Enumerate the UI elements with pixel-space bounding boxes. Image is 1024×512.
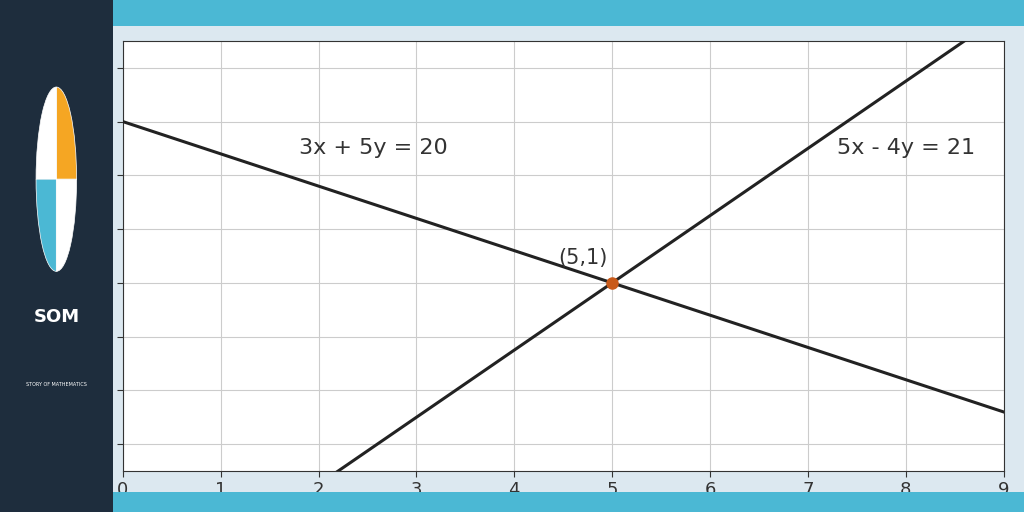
Text: 3x + 5y = 20: 3x + 5y = 20 [299, 138, 447, 158]
Wedge shape [36, 179, 56, 271]
Wedge shape [56, 179, 77, 271]
Text: SOM: SOM [33, 308, 80, 327]
Wedge shape [36, 87, 56, 179]
Text: STORY OF MATHEMATICS: STORY OF MATHEMATICS [26, 381, 87, 387]
Text: 5x - 4y = 21: 5x - 4y = 21 [838, 138, 975, 158]
Text: (5,1): (5,1) [558, 248, 607, 268]
Wedge shape [56, 87, 77, 179]
